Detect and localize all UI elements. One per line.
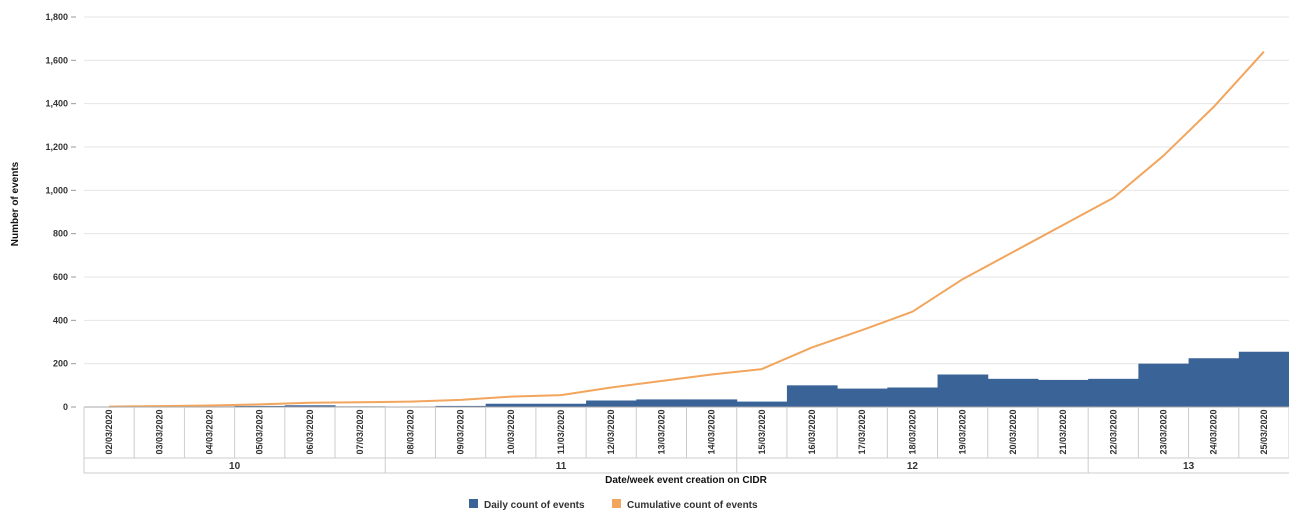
- x-tick-label: 04/03/2020: [205, 409, 215, 454]
- bar-daily-13/03/2020: [636, 399, 687, 407]
- y-tick-label: 400: [53, 315, 68, 325]
- y-tick-label: 1,800: [45, 12, 68, 22]
- legend-swatch-daily: [469, 499, 478, 508]
- x-tick-label: 20/03/2020: [1008, 409, 1018, 454]
- y-tick-label: 800: [53, 229, 68, 239]
- x-tick-label: 22/03/2020: [1108, 409, 1118, 454]
- y-tick-label: 600: [53, 272, 68, 282]
- bar-daily-24/03/2020: [1188, 358, 1240, 407]
- line-cumulative: [109, 51, 1265, 408]
- x-tick-label: 13/03/2020: [656, 409, 666, 454]
- x-tick-label: 16/03/2020: [807, 409, 817, 454]
- y-tick-label: 200: [53, 359, 68, 369]
- bar-daily-18/03/2020: [887, 387, 939, 407]
- x-tick-label: 11/03/2020: [556, 410, 566, 455]
- x-tick-label: 03/03/2020: [154, 409, 164, 454]
- bar-daily-23/03/2020: [1138, 363, 1190, 407]
- legend-label-daily: Daily count of events: [484, 500, 585, 510]
- bar-daily-09/03/2020: [435, 405, 487, 407]
- bar-daily-12/03/2020: [586, 400, 637, 407]
- x-axis: 02/03/2020 03/03/2020 04/03/2020 05/03/2020…: [83, 406, 1289, 474]
- bar-daily-14/03/2020: [686, 399, 738, 407]
- bar-daily-25/03/2020: [1238, 351, 1289, 407]
- x-tick-label: 09/03/2020: [456, 409, 466, 454]
- y-axis-ticks: 0 200 400 600 800 1,000 1,200 1,400 1,600 1,800: [45, 12, 76, 412]
- y-tick-label: 0: [63, 402, 68, 412]
- x-tick-label: 02/03/2020: [104, 409, 114, 454]
- x-tick-label: 10/03/2020: [506, 409, 516, 454]
- bar-daily-15/03/2020: [736, 401, 788, 407]
- week-label: 10: [229, 461, 241, 472]
- bar-daily-05/03/2020: [234, 405, 286, 407]
- bar-daily-17/03/2020: [837, 388, 888, 407]
- x-tick-label: 08/03/2020: [405, 409, 415, 454]
- y-tick-label: 1,000: [45, 185, 68, 195]
- bar-daily-06/03/2020: [284, 405, 336, 407]
- x-tick-label: 18/03/2020: [907, 409, 917, 454]
- x-tick-label: 15/03/2020: [757, 409, 767, 454]
- gridlines: [84, 16, 1289, 365]
- bar-daily-20/03/2020: [987, 378, 1039, 407]
- y-tick-label: 1,400: [45, 99, 68, 109]
- bar-daily-22/03/2020: [1088, 378, 1139, 407]
- x-tick-label: 21/03/2020: [1058, 409, 1068, 454]
- y-tick-label: 1,200: [45, 142, 68, 152]
- line-series: [109, 51, 1265, 408]
- x-tick-label: 07/03/2020: [355, 409, 365, 454]
- x-axis-title: Date/week event creation on CIDR: [605, 475, 767, 486]
- legend: Daily count of events Cumulative count o…: [469, 499, 758, 510]
- x-tick-label: 14/03/2020: [707, 409, 717, 454]
- bar-series: [84, 351, 1289, 407]
- x-tick-label: 19/03/2020: [958, 409, 968, 454]
- x-tick-label: 17/03/2020: [857, 409, 867, 454]
- x-tick-label: 05/03/2020: [255, 409, 265, 454]
- bar-daily-19/03/2020: [937, 374, 989, 407]
- y-axis-title: Number of events: [10, 161, 21, 246]
- x-tick-label: 24/03/2020: [1209, 409, 1219, 454]
- x-tick-label: 25/03/2020: [1259, 409, 1269, 454]
- bar-daily-10/03/2020: [485, 403, 537, 407]
- x-tick-label: 12/03/2020: [606, 409, 616, 454]
- legend-swatch-cumulative: [612, 499, 621, 508]
- week-label: 13: [1183, 461, 1195, 472]
- bar-daily-11/03/2020: [535, 403, 587, 407]
- x-tick-label: 06/03/2020: [305, 409, 315, 454]
- week-label: 12: [907, 461, 919, 472]
- week-label: 11: [556, 461, 567, 472]
- y-tick-label: 1,600: [45, 55, 68, 65]
- bar-daily-16/03/2020: [786, 385, 838, 407]
- bar-daily-21/03/2020: [1037, 379, 1089, 407]
- x-tick-label: 23/03/2020: [1159, 409, 1169, 454]
- legend-label-cumulative: Cumulative count of events: [627, 500, 758, 510]
